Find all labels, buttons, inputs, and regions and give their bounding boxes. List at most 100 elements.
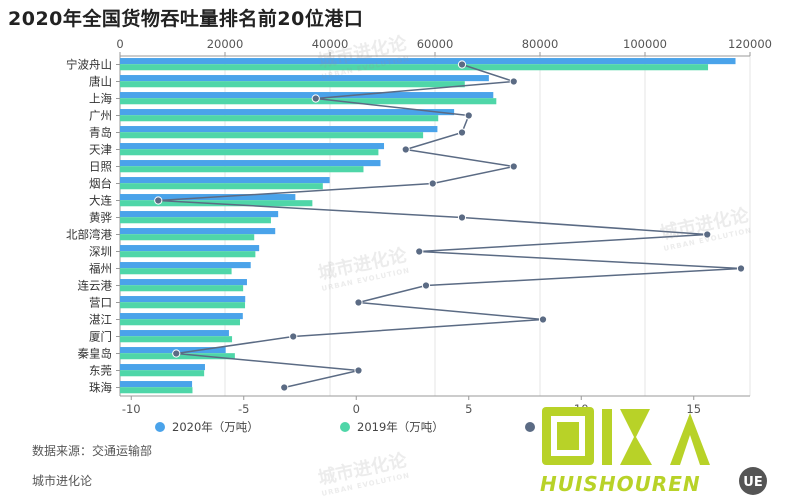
bar-2019: [120, 302, 246, 309]
category-label: 东莞: [89, 364, 112, 378]
growth-point: [428, 179, 437, 188]
growth-point: [457, 128, 467, 137]
bottom-tick-label: -5: [238, 402, 249, 416]
bar-2020: [120, 364, 205, 371]
growth-point: [354, 298, 363, 307]
category-label: 广州: [89, 109, 112, 123]
growth-point: [509, 77, 518, 86]
bar-2020: [120, 177, 330, 184]
growth-point: [421, 281, 431, 290]
legend-label: 2020年（万吨）: [172, 420, 259, 434]
category-label: 青岛: [89, 126, 112, 140]
bar-2020: [120, 347, 226, 354]
bar-2020: [120, 228, 276, 235]
bar-2020: [120, 262, 251, 269]
bar-2019: [120, 64, 709, 71]
bottom-tick-label: 5: [465, 402, 472, 416]
bar-2020: [120, 126, 438, 133]
data-source: 数据来源：交通运输部: [32, 444, 153, 458]
bar-2019: [120, 166, 364, 173]
top-tick-label: 40000: [312, 37, 349, 51]
top-tick-label: 20000: [207, 37, 244, 51]
growth-point: [703, 230, 712, 239]
category-label: 秦皇岛: [78, 347, 113, 361]
bottom-tick-label: 0: [353, 402, 360, 416]
bar-2020: [120, 109, 455, 116]
category-label: 北部湾港: [66, 228, 112, 242]
top-tick-label: 80000: [522, 37, 559, 51]
legend-marker: [340, 422, 350, 432]
bar-2019: [120, 319, 241, 326]
legend-marker: [525, 422, 535, 432]
top-tick-label: 120000: [728, 37, 772, 51]
category-label: 福州: [89, 262, 112, 276]
bar-2019: [120, 268, 232, 275]
growth-point: [289, 332, 298, 341]
bar-2020: [120, 381, 193, 388]
category-label: 营口: [89, 296, 112, 310]
bar-2020: [120, 58, 736, 65]
bar-2020: [120, 279, 247, 286]
growth-point: [401, 145, 410, 154]
logo-badge: UE: [743, 475, 762, 490]
bar-2019: [120, 217, 271, 224]
growth-point: [464, 111, 473, 120]
category-label: 唐山: [89, 75, 112, 89]
growth-point: [154, 196, 163, 205]
bottom-tick-label: 15: [686, 402, 701, 416]
top-tick-label: 60000: [417, 37, 454, 51]
footer-brand: 城市进化论: [32, 474, 93, 488]
category-label: 大连: [89, 194, 112, 208]
bar-2019: [120, 98, 497, 105]
bar-2020: [120, 245, 260, 252]
legend-label: 2019年（万吨）: [357, 420, 444, 434]
bar-2020: [120, 296, 246, 303]
bar-2020: [120, 143, 385, 150]
bar-2019: [120, 285, 244, 292]
bar-2020: [120, 330, 229, 337]
bar-2019: [120, 81, 465, 88]
bottom-tick-label: -10: [122, 402, 141, 416]
category-label: 烟台: [89, 177, 112, 191]
category-label: 连云港: [78, 279, 113, 293]
growth-point: [415, 247, 424, 256]
growth-point: [311, 94, 320, 103]
huishouren-logo: UE: [542, 407, 767, 495]
growth-point: [457, 60, 467, 69]
bar-2019: [120, 149, 379, 156]
bar-2019: [120, 336, 233, 343]
legend-marker: [155, 422, 165, 432]
chart-title: 2020年全国货物吞吐量排名前20位港口: [8, 8, 364, 30]
category-label: 珠海: [89, 381, 112, 395]
bar-2019: [120, 183, 323, 190]
bar-2019: [120, 132, 424, 139]
bar-2019: [120, 370, 205, 377]
category-label: 湛江: [89, 313, 112, 327]
bar-2019: [120, 387, 193, 394]
growth-point: [457, 213, 467, 222]
bar-2020: [120, 75, 489, 82]
bar-2020: [120, 160, 381, 167]
category-label: 黄骅: [89, 211, 112, 225]
bar-2020: [120, 211, 279, 218]
growth-point: [736, 264, 746, 273]
logo-text: HUISHOUREN: [540, 472, 701, 496]
bar-2019: [120, 234, 255, 241]
bar-2020: [120, 92, 494, 99]
growth-point: [280, 383, 289, 392]
category-label: 天津: [89, 143, 112, 157]
top-tick-label: 100000: [623, 37, 667, 51]
growth-point: [172, 349, 181, 358]
category-label: 深圳: [89, 245, 112, 259]
bar-2019: [120, 251, 256, 258]
top-tick-label: 0: [116, 37, 123, 51]
growth-point: [538, 315, 548, 324]
bar-2020: [120, 313, 243, 320]
growth-point: [509, 162, 518, 171]
category-label: 宁波舟山: [66, 58, 112, 72]
category-label: 上海: [89, 92, 112, 106]
category-label: 厦门: [89, 330, 112, 344]
bar-2019: [120, 115, 439, 122]
growth-point: [354, 366, 363, 375]
